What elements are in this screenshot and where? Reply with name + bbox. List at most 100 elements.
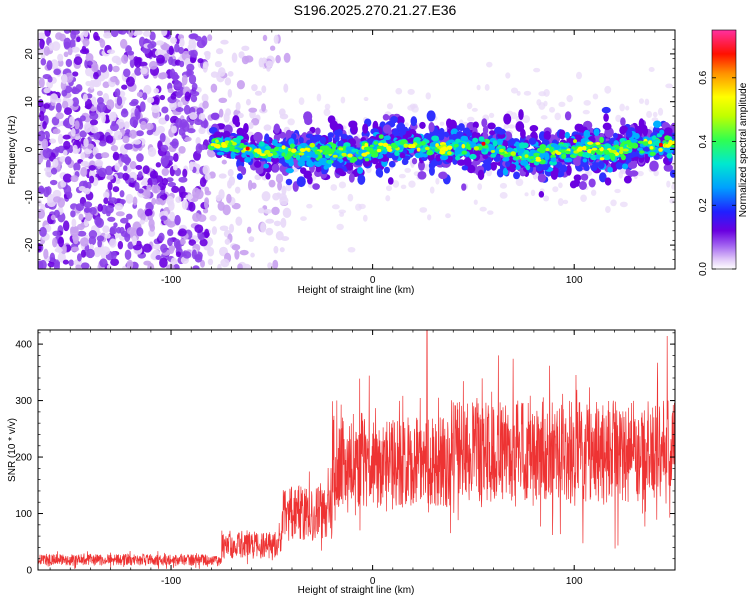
spectrogram-cell [535,158,542,162]
spectrogram-cell [273,146,279,152]
spectrogram-cell [216,151,225,156]
spectrogram-cell [132,244,142,251]
spectrogram-cell [408,180,416,188]
spectrogram-cell [575,71,583,80]
spectrogram-cell [82,37,90,47]
spectrogram-cell [298,97,305,105]
spectrogram-cell [210,71,219,78]
spectrogram-cell [265,172,271,180]
spectrogram-cell [42,147,52,159]
spectrogram-cell [129,116,139,128]
spectrogram-cell [152,244,162,250]
spectrogram-cell [215,48,224,55]
spectrogram-x-axis-label: Height of straight line (km) [298,285,415,296]
spectrogram-cell [560,149,567,154]
spectrogram-cell [587,141,594,145]
spectrogram-cell [52,237,58,248]
spectrogram-cell [93,131,101,140]
spectrogram-cell [70,175,79,183]
spectrogram-cell [590,150,596,155]
spectrogram-cell [172,164,178,171]
spectrogram-cell [57,133,64,145]
spectrogram-cell [95,152,103,160]
spectrogram-cell [603,113,609,122]
spectrogram-cell [350,156,358,162]
spectrogram-cell [469,153,477,160]
spectrogram-cell [255,166,264,175]
spectrogram-cell [40,58,47,66]
spectrogram-cell [502,167,509,176]
spectrogram-cell [179,238,186,245]
spectrogram-cell [272,151,277,156]
snr-panel: -100 0 100 0 100 200 300 400 Height of straigh… [7,329,676,596]
spectrogram-cell [54,247,63,253]
spectrogram-cell [84,187,91,195]
spectrogram-cell [52,128,61,135]
spectrogram-cell [133,139,142,145]
spectrogram-cell [461,183,467,191]
spectrogram-cell [111,55,121,64]
spectrogram-cell [411,144,416,149]
spectrogram-cell [38,208,46,219]
spectrogram-cell [619,103,625,112]
spectrogram-cell [653,120,662,128]
spectrogram-cell [287,147,292,152]
spectrogram-cell [283,83,289,93]
spectrogram-cell [151,177,158,186]
spectrogram-cell [188,201,196,212]
spectrogram-cell [382,113,390,121]
spectrogram-cell [263,208,272,214]
spectrogram-cell [522,115,531,123]
spectrogram-cell [117,240,124,250]
spectrogram-cell [283,52,291,63]
spectrogram-cell [227,71,234,77]
spectrogram-cell [119,38,128,49]
spectrogram-cell [369,150,375,155]
spectrogram-cell [49,252,56,263]
spectrogram-cell [234,186,241,194]
spectrogram-cell [467,116,475,122]
spectrogram-cell [190,91,200,97]
spectrogram-cell [204,186,210,194]
spectrogram-cell [145,122,154,131]
spectrogram-cell [215,194,222,202]
spectrogram-cell [199,238,208,247]
spectrogram-cell [479,206,487,212]
spectrogram-cell [254,90,263,96]
spectrogram-cell [57,53,64,62]
spectrogram-cell [85,212,93,222]
snr-y-tick-label: 200 [15,453,32,464]
spectrogram-cell [231,244,241,251]
spectrogram-cell [141,189,151,197]
spectrogram-cell [70,46,80,53]
spectrogram-cell [140,67,148,75]
spectrogram-cell [262,34,268,42]
spectrogram-cell [167,181,177,188]
spectrogram-cell [261,85,267,94]
spectrogram-cell [382,142,389,148]
spectrogram-cell [112,151,120,161]
spectrogram-cell [445,213,451,219]
spectrogram-cell [83,201,93,208]
spectrogram-cell [427,214,432,221]
spectrogram-cell [160,30,168,37]
spectrogram-cell [638,124,648,132]
spectrogram-cell [298,152,305,156]
spectrogram-cell [175,196,182,203]
spectrogram-cell [505,72,511,79]
spectrogram-cell [139,101,146,112]
spectrogram-cell [331,148,336,152]
spectrogram-cell [439,150,446,155]
spectrogram-cell [209,214,217,222]
spectrogram-cell [104,233,111,239]
spectrogram-cell [155,198,164,205]
spectrogram-cell [186,68,192,76]
spectrogram-cell [147,262,155,269]
spectrogram-cell [85,80,92,87]
spectrogram-cell [365,151,370,155]
spectrogram-cell [124,231,131,243]
spectrogram-cell [198,127,206,135]
spectrogram-cell [477,169,485,181]
spectrogram-cell [357,166,364,174]
colorbar-tick-label: 0.6 [698,70,709,84]
